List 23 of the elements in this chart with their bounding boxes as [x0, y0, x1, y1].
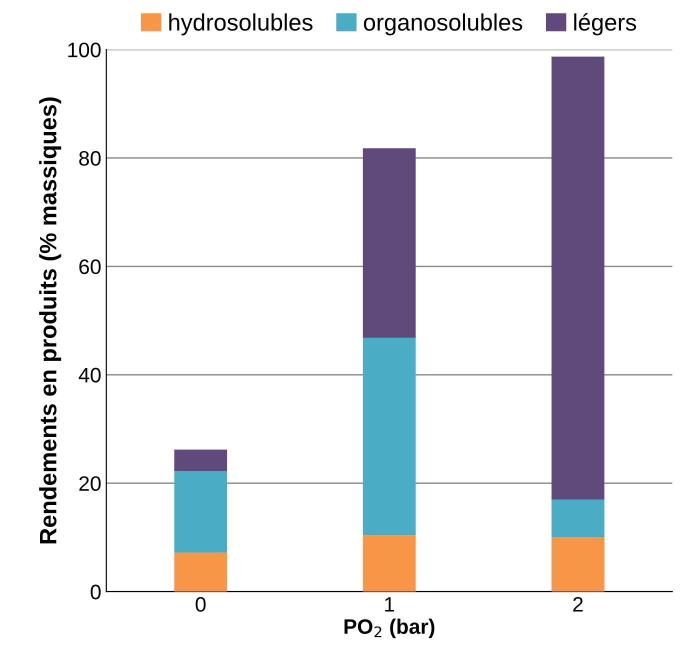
bar — [362, 148, 416, 338]
y-tick-label: 20 — [79, 476, 101, 491]
y-tick-label: 0 — [90, 584, 101, 600]
bar — [552, 499, 604, 538]
bar — [552, 56, 604, 500]
bar — [174, 450, 228, 472]
y-tick-label: 40 — [78, 368, 101, 383]
legend-label: hydrosolubles — [169, 13, 312, 36]
bar — [362, 338, 416, 536]
bar — [552, 537, 604, 592]
bar — [362, 535, 416, 592]
y-tick-label: 80 — [79, 150, 101, 166]
bar — [174, 471, 228, 553]
x-axis-title: PO$_{2}$ (bar) — [344, 618, 434, 638]
x-tick-label: 1 — [385, 597, 394, 612]
x-tick-label: 0 — [196, 597, 206, 612]
y-axis-title: Rendements en produits (% massiques) — [39, 97, 62, 544]
bar — [174, 552, 228, 592]
y-tick-label: 100 — [68, 42, 101, 58]
x-tick-label: 2 — [573, 597, 583, 612]
legend-label: légers — [574, 13, 636, 36]
legend-label: organosolubles — [364, 13, 522, 36]
y-tick-label: 60 — [79, 259, 101, 274]
